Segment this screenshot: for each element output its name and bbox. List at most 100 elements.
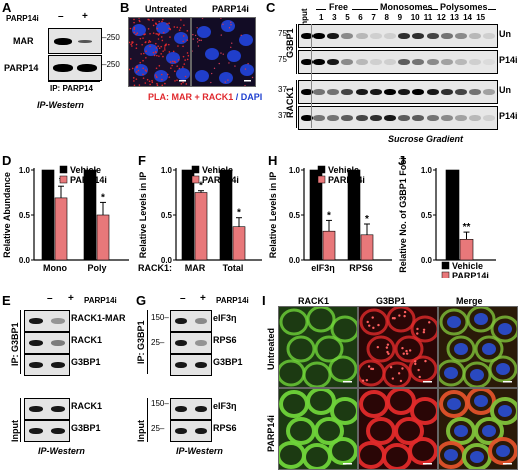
legend-label: PARP14i bbox=[452, 271, 489, 278]
panel-g-lane-minus: – bbox=[180, 293, 186, 304]
band bbox=[384, 115, 396, 121]
bar-parp14i bbox=[322, 230, 336, 261]
panel-c-group-free: Free bbox=[329, 2, 349, 12]
band bbox=[426, 33, 439, 39]
panel-f-chart: Relative Levels in IP 0.0 0.5 1.0 * MAR * Total… bbox=[138, 165, 262, 273]
band bbox=[29, 406, 43, 412]
panel-e-blot-2 bbox=[24, 332, 70, 354]
band bbox=[301, 59, 313, 65]
panel-e-row-label: RACK1 bbox=[71, 335, 103, 345]
chart-ytick: 0.0 bbox=[289, 256, 301, 265]
panel-c-blot-4 bbox=[298, 106, 498, 130]
panel-a-parp14-blot bbox=[48, 55, 102, 81]
band bbox=[398, 115, 411, 121]
legend-swatch bbox=[317, 165, 326, 174]
chart-ytick: 1.0 bbox=[19, 166, 31, 175]
band bbox=[369, 59, 382, 65]
panel-c-blot-1 bbox=[298, 24, 498, 48]
panel-label-c: C bbox=[266, 0, 276, 15]
band bbox=[384, 59, 396, 65]
band bbox=[327, 115, 340, 121]
band bbox=[440, 59, 453, 65]
band bbox=[341, 33, 354, 39]
band bbox=[369, 33, 382, 39]
band bbox=[398, 59, 411, 65]
bar-vehicle bbox=[181, 169, 195, 261]
chart-ytick: 1.0 bbox=[161, 166, 173, 175]
band bbox=[455, 59, 467, 65]
fraction-number: 11 bbox=[423, 13, 433, 22]
category-label: eIF3η bbox=[311, 263, 335, 273]
band bbox=[341, 115, 354, 121]
bar-parp14i bbox=[96, 214, 110, 261]
band bbox=[355, 59, 368, 65]
panel-i-col-rack1: RACK1 bbox=[298, 296, 330, 306]
band bbox=[384, 33, 396, 39]
panel-a-mw-mar: –250 bbox=[102, 33, 120, 42]
band bbox=[313, 89, 325, 95]
panel-e-row-label: RACK1-MAR bbox=[71, 313, 126, 323]
panel-e-row-label: G3BP1 bbox=[71, 357, 101, 367]
fraction-number: 13 bbox=[450, 13, 459, 22]
category-label: Mono bbox=[43, 263, 67, 273]
panel-g-ip-label: IP: G3BP1 bbox=[136, 320, 146, 364]
fraction-number: 5 bbox=[345, 13, 350, 22]
bar-vehicle bbox=[219, 169, 233, 261]
panel-label-g: G bbox=[136, 293, 147, 308]
panel-c-blot-2 bbox=[298, 50, 498, 74]
band bbox=[412, 59, 425, 65]
panel-i-image-1-3 bbox=[438, 306, 518, 388]
panel-b-caption: PLA: MAR + RACK1 / DAPI bbox=[148, 92, 263, 102]
panel-c-caption: Sucrose Gradient bbox=[388, 134, 464, 144]
chart-ylabel: Relative Levels in IP bbox=[268, 172, 278, 259]
category-prefix: RACK1: bbox=[138, 263, 172, 273]
chart-ytick: 0.5 bbox=[19, 211, 31, 220]
band bbox=[195, 340, 207, 346]
panel-i-image-1-2 bbox=[358, 306, 438, 388]
bar-parp14i bbox=[459, 239, 474, 261]
panel-g-blot-2 bbox=[170, 332, 212, 354]
panel-label-b: B bbox=[120, 0, 130, 15]
panel-c-group-polysomes: Polysomes bbox=[440, 2, 488, 12]
band bbox=[313, 59, 325, 65]
panel-e-caption: IP-Western bbox=[38, 446, 85, 456]
band bbox=[483, 89, 496, 95]
band bbox=[341, 89, 354, 95]
panel-a-ip-label: IP: PARP14 bbox=[50, 84, 93, 93]
panel-label-f: F bbox=[138, 153, 146, 168]
band bbox=[469, 89, 482, 95]
panel-i-col-g3bp1: G3BP1 bbox=[376, 296, 406, 306]
band bbox=[440, 115, 453, 121]
panel-c-condition: P14i bbox=[499, 111, 518, 121]
panel-g-blot-4 bbox=[170, 398, 212, 420]
panel-d-chart: Relative Abundance0.00.51.0*Mono*PolyVeh… bbox=[2, 165, 129, 273]
legend-label: PARP14i bbox=[70, 175, 107, 185]
significance-mark: ** bbox=[463, 222, 471, 233]
band bbox=[175, 318, 187, 324]
panel-g-caption: IP-Western bbox=[176, 446, 223, 456]
bar-parp14i bbox=[194, 192, 208, 261]
band bbox=[51, 318, 65, 324]
band bbox=[29, 318, 43, 324]
legend-label: Vehicle bbox=[202, 165, 233, 175]
panel-label-i: I bbox=[262, 293, 266, 308]
band bbox=[426, 89, 439, 95]
chart-ylabel: Relative No. of G3BP1 Foci bbox=[398, 158, 408, 273]
legend-swatch bbox=[191, 165, 200, 174]
band bbox=[301, 89, 313, 95]
panel-g-blot-3 bbox=[170, 354, 212, 376]
input-divider bbox=[311, 24, 312, 128]
fraction-number: 1 bbox=[319, 13, 324, 22]
fraction-number: 15 bbox=[476, 13, 486, 22]
panel-label-h: H bbox=[268, 153, 278, 168]
band bbox=[469, 115, 482, 121]
fraction-number: 12 bbox=[436, 13, 446, 22]
bar-vehicle bbox=[83, 169, 97, 261]
panel-e-lane-plus: + bbox=[68, 293, 74, 304]
panel-i-image-2-1 bbox=[278, 388, 358, 470]
panel-label-d: D bbox=[2, 153, 12, 168]
band bbox=[412, 115, 425, 121]
panel-g-lane-plus: + bbox=[200, 293, 206, 304]
bar-vehicle bbox=[445, 169, 460, 261]
panel-g-row-label: eIF3η bbox=[213, 313, 237, 323]
